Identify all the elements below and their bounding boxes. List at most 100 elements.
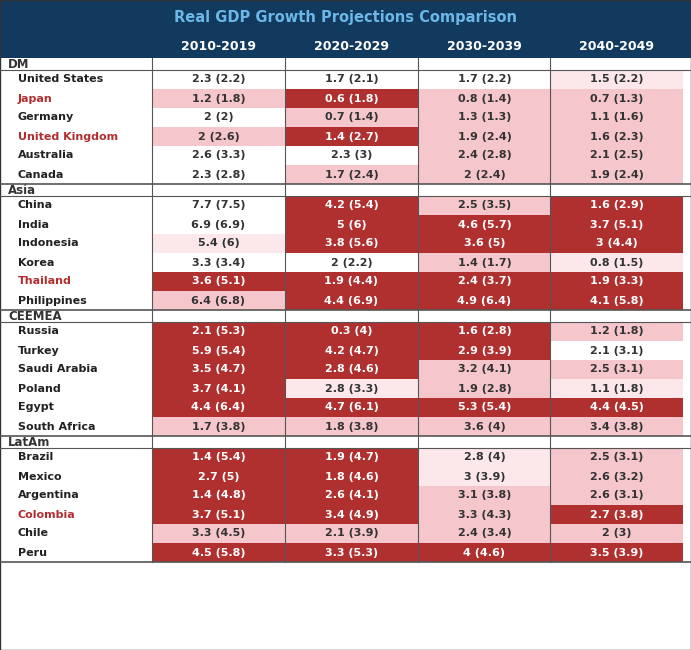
Bar <box>152 146 285 165</box>
Text: Canada: Canada <box>18 170 64 179</box>
Bar <box>550 253 683 272</box>
Bar <box>152 322 285 341</box>
Bar <box>0 417 152 436</box>
Text: 0.8 (1.5): 0.8 (1.5) <box>590 257 643 268</box>
Text: 1.4 (4.8): 1.4 (4.8) <box>191 491 245 500</box>
Text: 0.3 (4): 0.3 (4) <box>331 326 372 337</box>
Text: 1.4 (1.7): 1.4 (1.7) <box>457 257 511 268</box>
Text: Asia: Asia <box>8 183 36 196</box>
Text: 2.8 (4.6): 2.8 (4.6) <box>325 365 379 374</box>
Bar <box>550 215 683 234</box>
Bar <box>0 291 152 310</box>
Bar <box>285 253 418 272</box>
Text: 1.4 (2.7): 1.4 (2.7) <box>325 131 379 142</box>
Text: 3.4 (4.9): 3.4 (4.9) <box>325 510 379 519</box>
Bar <box>285 360 418 379</box>
Bar <box>550 291 683 310</box>
Text: 1.4 (5.4): 1.4 (5.4) <box>191 452 245 463</box>
Bar <box>152 524 285 543</box>
Text: 1.2 (1.8): 1.2 (1.8) <box>589 326 643 337</box>
Text: 2.5 (3.5): 2.5 (3.5) <box>458 200 511 211</box>
Bar <box>0 89 152 108</box>
Bar <box>0 108 152 127</box>
Text: United Kingdom: United Kingdom <box>18 131 118 142</box>
Text: 3 (4.4): 3 (4.4) <box>596 239 637 248</box>
Bar <box>0 341 152 360</box>
Text: 2.1 (3.9): 2.1 (3.9) <box>325 528 378 538</box>
Bar <box>418 196 551 215</box>
Text: 2.5 (3.1): 2.5 (3.1) <box>590 365 643 374</box>
Text: 2.3 (2.8): 2.3 (2.8) <box>191 170 245 179</box>
Text: 3.4 (3.8): 3.4 (3.8) <box>589 421 643 432</box>
Bar <box>418 108 551 127</box>
Text: 1.9 (4.4): 1.9 (4.4) <box>325 276 379 287</box>
Text: China: China <box>18 200 53 211</box>
Bar <box>152 234 285 253</box>
Bar <box>285 398 418 417</box>
Text: Korea: Korea <box>18 257 55 268</box>
Text: 4.4 (6.4): 4.4 (6.4) <box>191 402 245 413</box>
Text: 2010-2019: 2010-2019 <box>181 40 256 53</box>
Bar <box>550 360 683 379</box>
Bar <box>0 165 152 184</box>
Text: Poland: Poland <box>18 384 61 393</box>
Bar <box>550 341 683 360</box>
Bar <box>152 505 285 524</box>
Text: 1.7 (2.1): 1.7 (2.1) <box>325 75 378 84</box>
Bar <box>0 524 152 543</box>
Text: 1.6 (2.3): 1.6 (2.3) <box>589 131 643 142</box>
Bar <box>550 196 683 215</box>
Bar <box>418 272 551 291</box>
Text: 4.2 (4.7): 4.2 (4.7) <box>325 346 379 356</box>
Bar <box>285 467 418 486</box>
Text: 4.4 (6.9): 4.4 (6.9) <box>325 296 379 306</box>
Bar <box>285 146 418 165</box>
Bar <box>550 524 683 543</box>
Text: 2 (2.4): 2 (2.4) <box>464 170 505 179</box>
Bar <box>152 291 285 310</box>
Text: Indonesia: Indonesia <box>18 239 79 248</box>
Bar <box>152 272 285 291</box>
Text: 3.7 (5.1): 3.7 (5.1) <box>590 220 643 229</box>
Bar <box>550 398 683 417</box>
Text: 2.6 (4.1): 2.6 (4.1) <box>325 491 379 500</box>
Text: 3.5 (4.7): 3.5 (4.7) <box>191 365 245 374</box>
Bar <box>418 127 551 146</box>
Bar <box>550 417 683 436</box>
Bar <box>418 398 551 417</box>
Text: 6.9 (6.9): 6.9 (6.9) <box>191 220 245 229</box>
Bar <box>0 543 152 562</box>
Bar <box>285 379 418 398</box>
Text: 3.2 (4.1): 3.2 (4.1) <box>457 365 511 374</box>
Text: 2.8 (3.3): 2.8 (3.3) <box>325 384 378 393</box>
Bar <box>152 70 285 89</box>
Text: 0.6 (1.8): 0.6 (1.8) <box>325 94 378 103</box>
Text: 5 (6): 5 (6) <box>337 220 366 229</box>
Bar <box>418 215 551 234</box>
Bar <box>418 291 551 310</box>
Bar <box>285 165 418 184</box>
Text: 2 (3): 2 (3) <box>602 528 632 538</box>
Bar <box>550 322 683 341</box>
Text: Egypt: Egypt <box>18 402 54 413</box>
Bar <box>152 127 285 146</box>
Bar <box>0 486 152 505</box>
Text: Australia: Australia <box>18 151 75 161</box>
Text: 3.3 (4.3): 3.3 (4.3) <box>458 510 511 519</box>
Bar <box>418 486 551 505</box>
Text: 3.5 (3.9): 3.5 (3.9) <box>590 547 643 558</box>
Text: LatAm: LatAm <box>8 436 50 448</box>
Text: 3.3 (4.5): 3.3 (4.5) <box>192 528 245 538</box>
Bar <box>285 291 418 310</box>
Text: Colombia: Colombia <box>18 510 76 519</box>
Text: Germany: Germany <box>18 112 74 122</box>
Bar <box>0 184 691 196</box>
Bar <box>0 448 152 467</box>
Bar <box>152 417 285 436</box>
Bar <box>0 196 152 215</box>
Text: 3.1 (3.8): 3.1 (3.8) <box>458 491 511 500</box>
Bar <box>285 272 418 291</box>
Text: Philippines: Philippines <box>18 296 87 306</box>
Text: 0.8 (1.4): 0.8 (1.4) <box>457 94 511 103</box>
Text: 1.7 (2.4): 1.7 (2.4) <box>325 170 379 179</box>
